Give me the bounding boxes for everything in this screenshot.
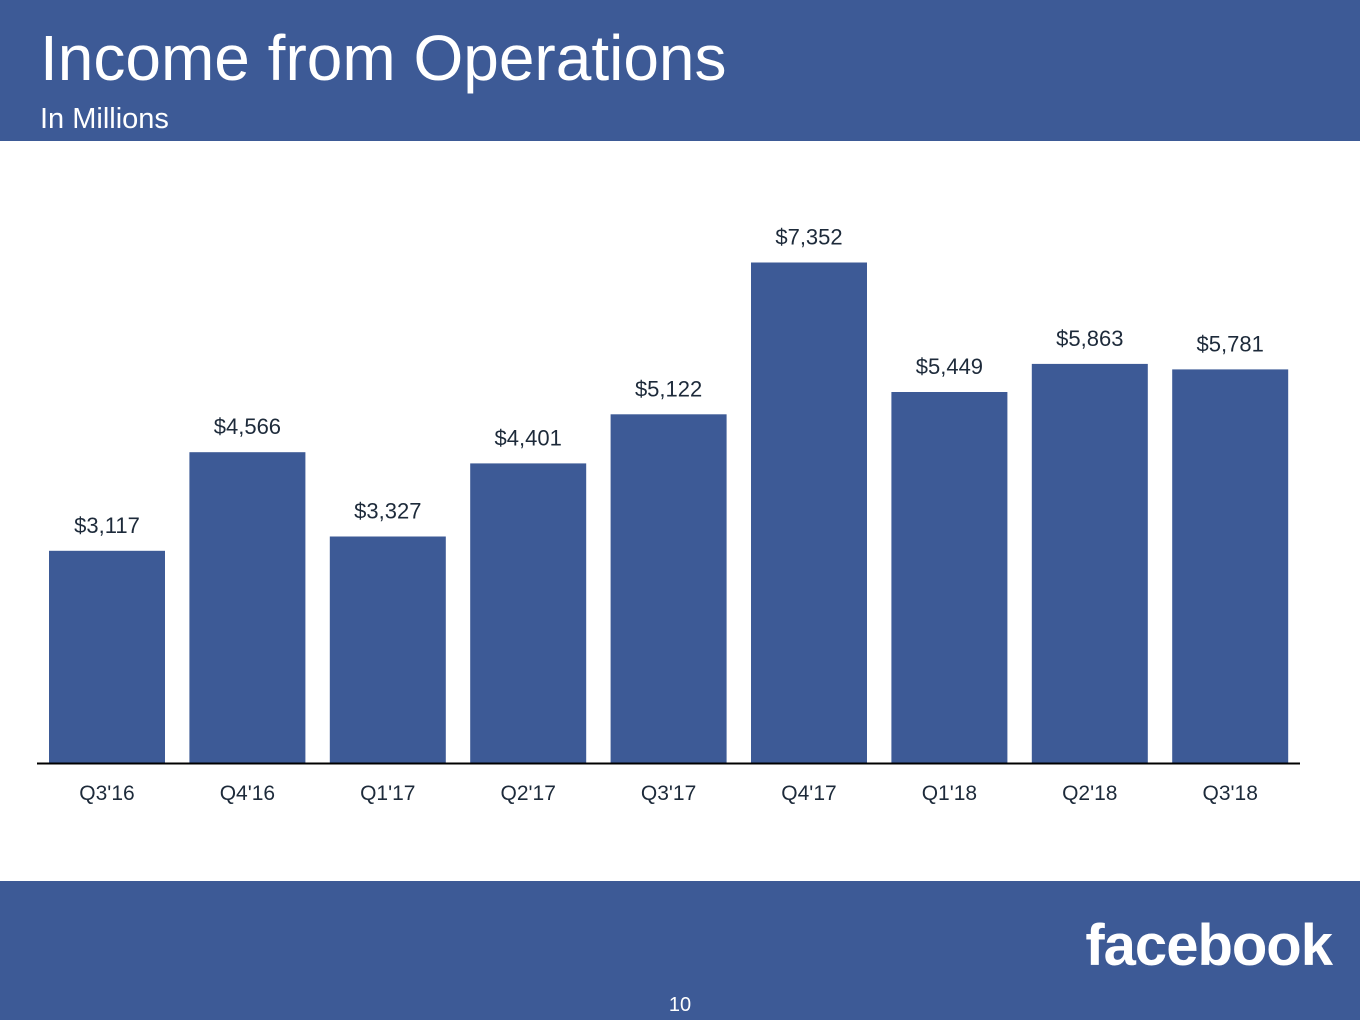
bar-Q1'18 (891, 392, 1008, 763)
bar-Q3'16 (49, 550, 165, 763)
data-label-Q4'16: $4,566 (214, 414, 281, 439)
x-tick-label-Q1'17: Q1'17 (360, 782, 415, 805)
bar-chart-svg: $3,117 Q3'16 $4,566 Q4'16 $3,327 Q1'17 $4,401 Q… (37, 225, 1300, 805)
x-tick-label-Q4'17: Q4'17 (781, 782, 836, 805)
x-tick-label-Q4'16: Q4'16 (220, 782, 275, 805)
data-label-Q1'18: $5,449 (916, 354, 983, 379)
bar-Q3'18 (1172, 369, 1289, 763)
facebook-logo: facebook (1085, 913, 1333, 978)
bar-Q4'16 (189, 452, 306, 763)
x-tick-label-Q2'17: Q2'17 (501, 782, 556, 805)
data-label-Q4'17: $7,352 (775, 225, 842, 250)
data-label-Q1'17: $3,327 (354, 499, 421, 524)
bar-Q2'18 (1031, 363, 1148, 763)
header-band: Income from Operations In Millions (0, 0, 1360, 141)
x-tick-label-Q3'16: Q3'16 (79, 782, 134, 805)
bar-Q1'17 (329, 536, 446, 763)
data-label-Q3'16: $3,117 (74, 513, 140, 538)
slide-subtitle: In Millions (40, 103, 169, 135)
bar-Q3'17 (610, 414, 727, 763)
x-tick-label-Q1'18: Q1'18 (922, 782, 977, 805)
x-tick-label-Q2'18: Q2'18 (1062, 782, 1117, 805)
footer-band: facebook 10 (0, 881, 1360, 1020)
bar-Q4'17 (751, 262, 867, 763)
page-number: 10 (668, 994, 692, 1016)
data-label-Q3'18: $5,781 (1197, 331, 1264, 356)
data-label-Q3'17: $5,122 (635, 376, 702, 401)
x-tick-label-Q3'18: Q3'18 (1203, 782, 1258, 805)
data-label-Q2'17: $4,401 (495, 425, 562, 450)
data-label-Q2'18: $5,863 (1056, 326, 1123, 351)
bar-chart: $3,117 Q3'16 $4,566 Q4'16 $3,327 Q1'17 $4,401 Q… (0, 141, 1360, 881)
slide-title: Income from Operations (40, 22, 727, 94)
x-tick-label-Q3'17: Q3'17 (641, 782, 696, 805)
bar-Q2'17 (470, 463, 587, 763)
